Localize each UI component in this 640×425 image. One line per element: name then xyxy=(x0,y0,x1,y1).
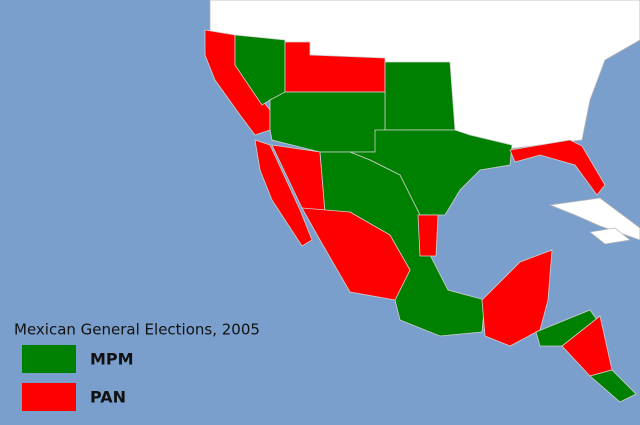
yucatan xyxy=(481,249,553,347)
kansas-oklahoma xyxy=(384,61,456,131)
legend-label: MPM xyxy=(90,350,134,369)
baja xyxy=(254,139,313,247)
legend: MPM PAN xyxy=(22,345,134,411)
hispaniola xyxy=(589,227,631,245)
florida xyxy=(509,139,606,196)
legend-title: Mexican General Elections, 2005 xyxy=(14,321,260,339)
regions xyxy=(204,29,637,403)
tamaulipas xyxy=(417,214,439,257)
costa-rica xyxy=(589,369,637,403)
legend-swatch xyxy=(22,383,76,411)
arizona-new-mexico xyxy=(269,91,386,153)
mexico-west xyxy=(301,207,411,301)
legend-label: PAN xyxy=(90,388,126,407)
legend-swatch xyxy=(22,345,76,373)
